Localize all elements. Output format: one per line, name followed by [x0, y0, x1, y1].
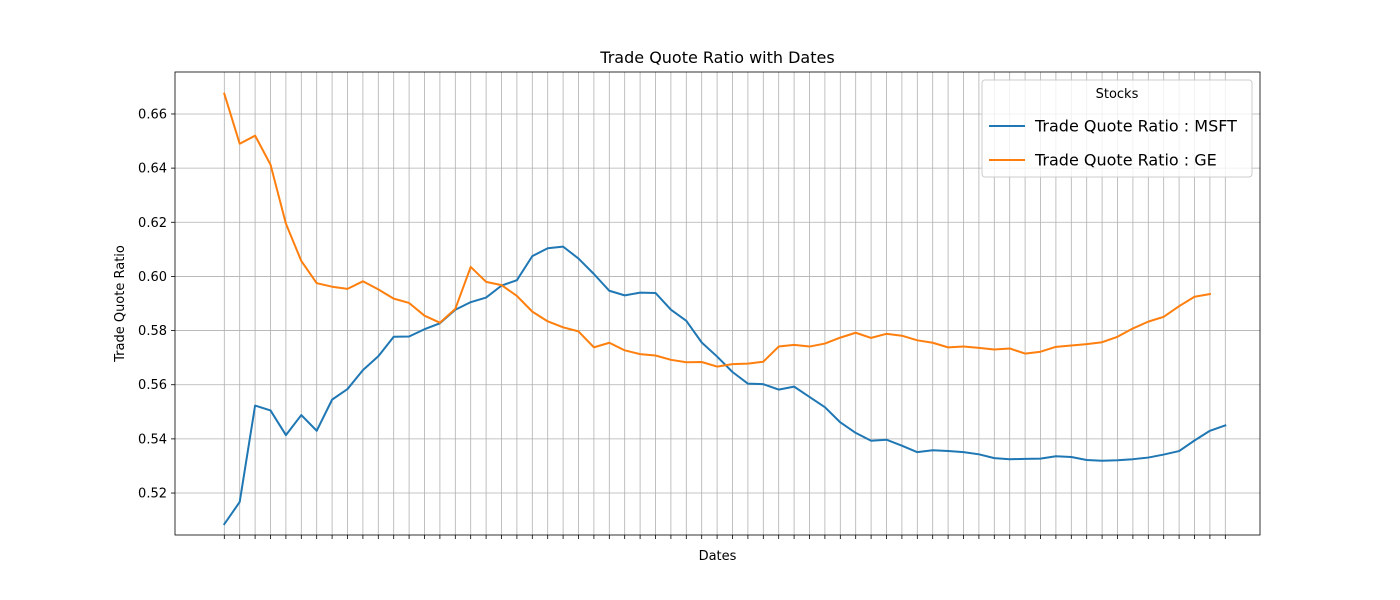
y-axis-label: Trade Quote Ratio: [113, 245, 128, 363]
legend: Stocks Trade Quote Ratio : MSFT Trade Qu…: [981, 79, 1253, 178]
x-ticks: [223, 535, 1226, 539]
y-tick-label: 0.56: [138, 378, 167, 393]
y-tick-label: 0.62: [138, 216, 167, 231]
y-tick-label: 0.60: [138, 270, 167, 285]
legend-box: [981, 79, 1253, 178]
chart-title: Trade Quote Ratio with Dates: [599, 48, 834, 67]
y-tick-label: 0.64: [138, 162, 167, 177]
legend-title: Stocks: [1096, 87, 1139, 102]
plot-frame: [174, 71, 1261, 536]
y-tick-label: 0.58: [138, 324, 167, 339]
series-line-ge: [223, 92, 1212, 368]
y-ticks: 0.52 0.54 0.56 0.58 0.60 0.62 0.64 0.66: [138, 107, 175, 502]
legend-label-msft: Trade Quote Ratio : MSFT: [1034, 117, 1237, 136]
series-layer: [222, 92, 1227, 526]
x-axis-label: Dates: [699, 549, 737, 564]
y-tick-label: 0.54: [138, 432, 167, 447]
y-tick-label: 0.66: [138, 107, 167, 122]
y-tick-label: 0.52: [138, 487, 167, 502]
legend-label-ge: Trade Quote Ratio : GE: [1034, 151, 1217, 170]
series-line-msft: [222, 245, 1227, 526]
